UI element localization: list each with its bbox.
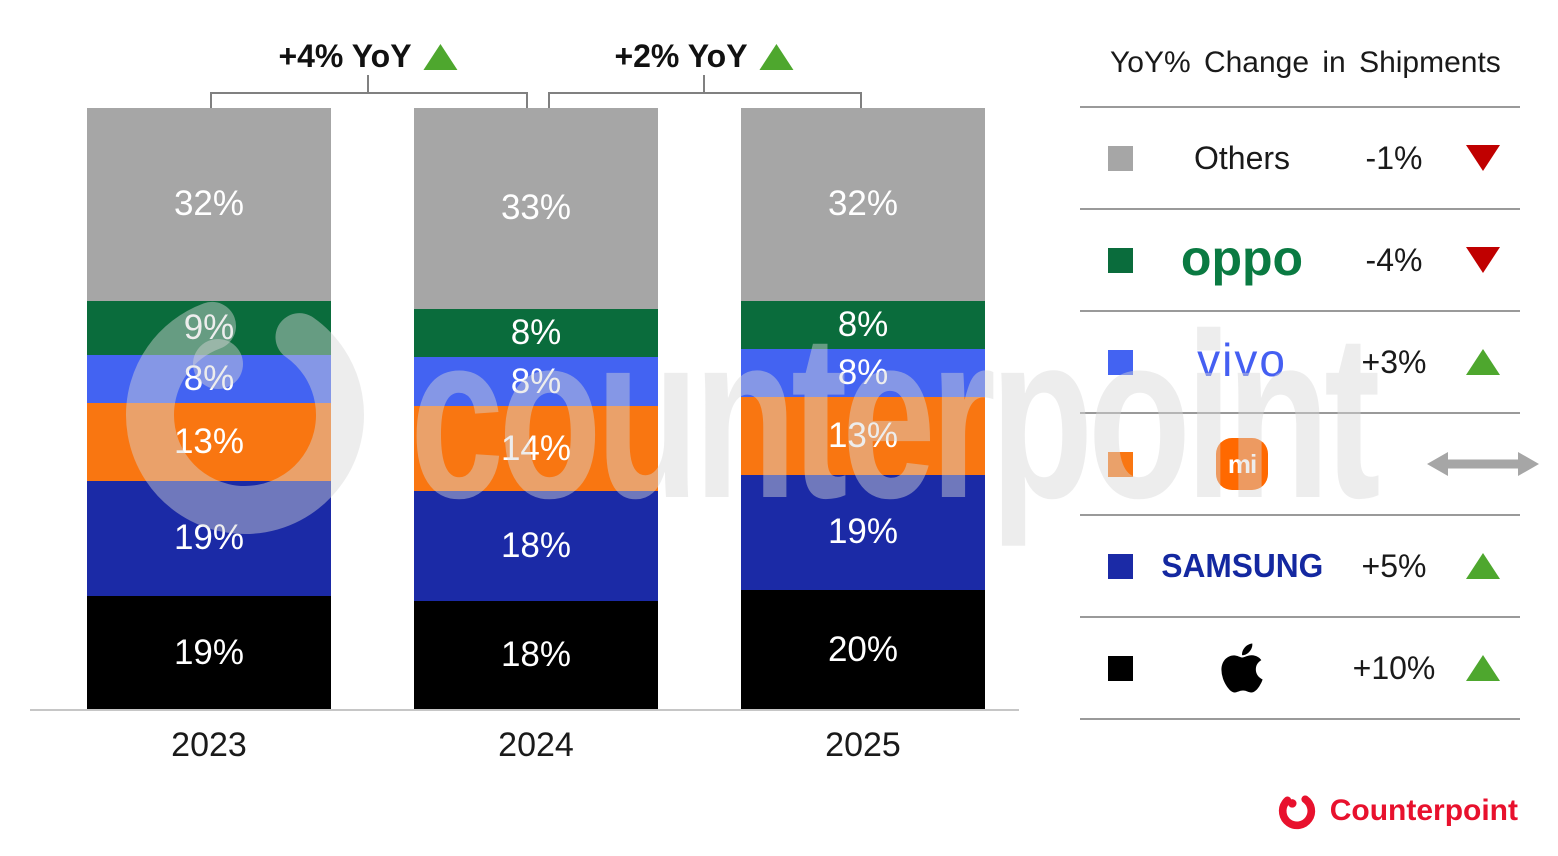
apple-logo-icon [1221,643,1263,693]
segment-value-label: 32% [827,184,899,224]
segment-value-label: 13% [173,422,245,462]
samsung-change-value: +5% [1361,547,1427,584]
bar-segment-oppo: 8% [741,300,985,349]
segment-value-label: 8% [510,312,562,352]
down-triangle-icon [1466,145,1500,171]
bracket-line [548,92,862,94]
segment-value-label: 19% [173,632,245,672]
up-triangle-icon [1466,349,1500,375]
yoy-annotation-label: +2% YoY [614,38,748,74]
yoy-annotation-2024: +4% YoY [278,38,458,75]
segment-value-label: 18% [500,525,572,565]
counterpoint-logo-text: Counterpoint [1329,794,1518,827]
segment-value-label: 19% [827,512,899,552]
flat-double-arrow-icon [1427,452,1539,476]
samsung-color-swatch [1108,553,1133,579]
bar-segment-others: 32% [87,108,331,301]
bar-segment-others: 32% [741,108,985,301]
bar-segment-apple: 20% [741,589,985,710]
legend-row-xiaomi: mi [1080,414,1539,516]
down-triangle-icon [1466,247,1500,273]
others-label: Others [1193,139,1291,176]
legend-title: YoY% Change in Shipments [1110,46,1501,79]
legend-rows: Others -1% oppo -4% vivo +3% [1080,106,1539,720]
bracket-tick [210,92,212,109]
up-triangle-icon [1466,553,1500,579]
legend-row-vivo: vivo +3% [1080,312,1520,414]
bar-segment-vivo: 8% [414,357,658,406]
segment-value-label: 18% [500,635,572,675]
x-tick-2024: 2024 [498,726,574,764]
bar-segment-samsung: 19% [87,481,331,596]
stacked-bar-2024: 33% 8% 8% 14% 18% 18% [414,108,658,710]
counterpoint-logo-icon [1278,792,1315,830]
segment-value-label: 8% [837,352,889,392]
bracket-tick [860,92,862,109]
bar-segment-apple: 18% [414,600,658,710]
stacked-bar-2023: 32% 9% 8% 13% 19% 19% [87,108,331,710]
x-tick-2025: 2025 [825,726,901,764]
segment-value-label: 8% [183,358,235,398]
bar-segment-xiaomi: 13% [741,396,985,476]
counterpoint-brand: Counterpoint [1276,790,1518,832]
up-triangle-icon [1466,655,1500,681]
mi-logo-text: mi [1227,448,1257,479]
segment-value-label: 8% [510,361,562,401]
legend-row-others: Others -1% [1080,108,1520,210]
stacked-bar-2025: 32% 8% 8% 13% 19% 20% [741,108,985,710]
bar-segment-apple: 19% [87,595,331,710]
oppo-logo: oppo [1180,230,1304,286]
apple-color-swatch [1108,655,1133,681]
bar-segment-oppo: 8% [414,308,658,358]
xiaomi-mi-logo: mi [1216,438,1268,490]
bracket-tick [367,75,369,92]
bracket-tick [526,92,528,109]
bar-segment-vivo: 8% [87,354,331,403]
bracket-tick [548,92,550,109]
yoy-annotation-2025: +2% YoY [614,38,794,75]
bracket-line [210,92,528,94]
legend-panel: YoY% Change in Shipments Others -1% oppo… [1080,46,1539,720]
oppo-color-swatch [1108,247,1133,273]
others-color-swatch [1108,145,1133,171]
others-change-value: -1% [1365,139,1423,176]
segment-value-label: 20% [827,629,899,669]
flat-arrow-wrap [1427,451,1539,477]
bar-segment-xiaomi: 13% [87,402,331,482]
oppo-change-value: -4% [1365,241,1423,278]
segment-value-label: 13% [827,416,899,456]
x-tick-2023: 2023 [171,726,247,764]
bracket-tick [703,75,705,92]
bar-segment-xiaomi: 14% [414,405,658,492]
segment-value-label: 9% [183,307,235,347]
samsung-logo: SAMSUNG [1161,547,1323,584]
up-triangle-icon [423,43,458,70]
bar-segment-vivo: 8% [741,348,985,397]
legend-row-samsung: SAMSUNG +5% [1080,516,1520,618]
vivo-change-value: +3% [1361,343,1427,380]
bar-segment-samsung: 19% [741,475,985,590]
yoy-annotation-label: +4% YoY [278,38,412,74]
legend-row-oppo: oppo -4% [1080,210,1520,312]
legend-row-apple: +10% [1080,618,1520,720]
bar-segment-oppo: 9% [87,300,331,355]
up-triangle-icon [759,43,794,70]
segment-value-label: 19% [173,518,245,558]
vivo-logo: vivo [1197,334,1287,386]
vivo-color-swatch [1108,349,1133,375]
bar-segment-others: 33% [414,108,658,309]
segment-value-label: 8% [837,304,889,344]
apple-change-value: +10% [1352,649,1436,686]
bar-segment-samsung: 18% [414,491,658,601]
xiaomi-color-swatch [1108,451,1133,477]
x-axis-line [30,709,1019,711]
segment-value-label: 32% [173,184,245,224]
segment-value-label: 33% [500,188,572,228]
segment-value-label: 14% [500,428,572,468]
